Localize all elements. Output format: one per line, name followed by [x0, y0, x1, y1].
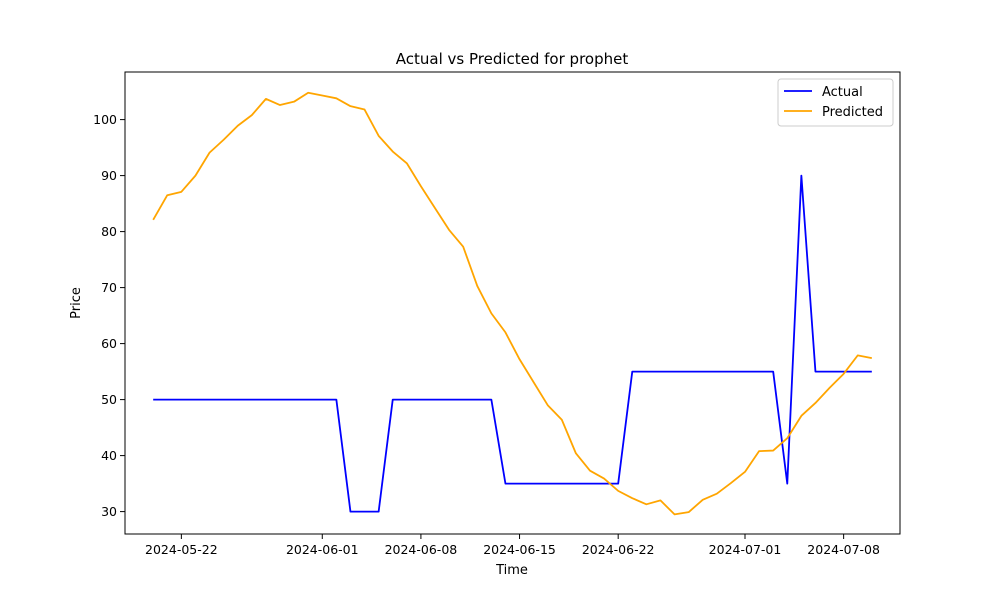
y-tick-label: 60 [101, 336, 117, 351]
plot-area [152, 91, 872, 516]
legend-label-actual: Actual [822, 85, 863, 100]
y-tick-label: 40 [101, 448, 117, 463]
x-tick-label: 2024-06-15 [483, 542, 556, 557]
chart-title: Actual vs Predicted for prophet [396, 50, 629, 68]
y-tick-label: 50 [101, 392, 117, 407]
legend-label-predicted: Predicted [822, 105, 883, 120]
x-tick-label: 2024-05-22 [145, 542, 218, 557]
x-axis-label: Time [495, 563, 528, 578]
plot-frame [124, 71, 901, 535]
series-line-predicted [152, 91, 872, 516]
y-axis-label: Price [69, 287, 84, 319]
x-tick-label: 2024-06-08 [385, 542, 458, 557]
x-tick-label: 2024-06-01 [286, 542, 359, 557]
series-line-actual [153, 174, 872, 513]
x-tick-label: 2024-07-08 [807, 542, 880, 557]
x-tick-label: 2024-06-22 [582, 542, 655, 557]
y-tick-label: 90 [101, 168, 117, 183]
x-tick-label: 2024-07-01 [709, 542, 782, 557]
legend: Actual Predicted [777, 78, 894, 127]
y-tick-label: 100 [93, 112, 117, 127]
y-tick-label: 80 [101, 224, 117, 239]
y-tick-label: 70 [101, 280, 117, 295]
y-tick-label: 30 [101, 504, 117, 519]
